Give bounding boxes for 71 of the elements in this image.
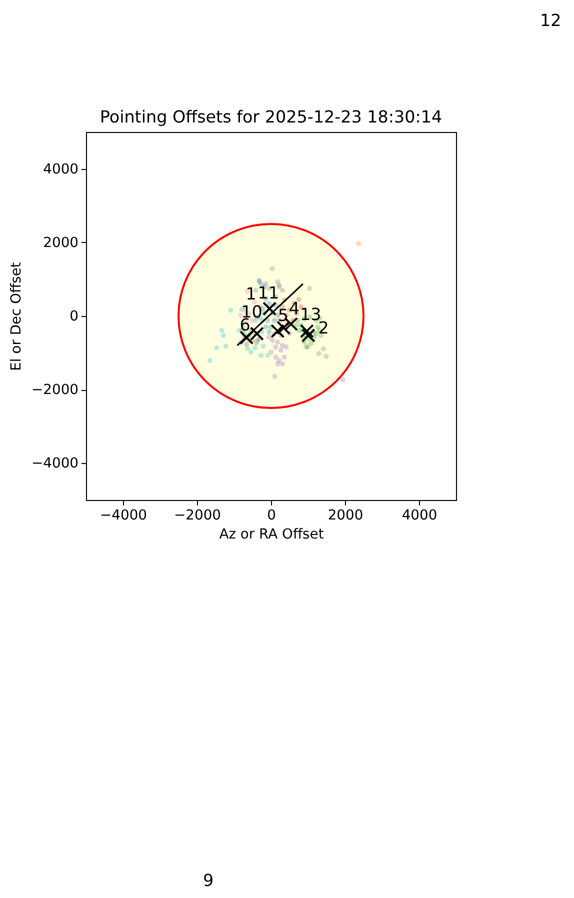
point: [275, 340, 280, 345]
point: [308, 341, 314, 346]
x-axis-title: Az or RA Offset: [219, 526, 324, 542]
point: [316, 350, 322, 356]
point: [220, 332, 226, 338]
point: [278, 348, 284, 353]
point: [258, 352, 264, 358]
point: [324, 354, 329, 360]
point: [248, 350, 254, 355]
point: [276, 358, 282, 364]
y-tick-label: 2000: [43, 234, 78, 251]
point: [296, 328, 302, 333]
point: [240, 330, 254, 345]
point: [244, 342, 250, 347]
point: [252, 299, 257, 305]
annotation: 1: [246, 283, 256, 304]
point: [254, 340, 260, 346]
point: [266, 329, 272, 334]
point: [272, 374, 278, 379]
point: [265, 352, 270, 358]
point: [270, 266, 276, 272]
point: [301, 328, 316, 343]
x-tick-label: 2000: [328, 508, 364, 524]
point: [296, 296, 302, 302]
point: [282, 354, 287, 360]
annotation: 11: [258, 282, 280, 303]
point: [228, 308, 234, 313]
y-tick-label: −2000: [32, 382, 78, 398]
point: [250, 326, 264, 341]
point: [266, 300, 272, 306]
point: [300, 324, 314, 338]
point: [245, 346, 250, 352]
point: [270, 338, 276, 343]
y-tick-label: −4000: [32, 456, 78, 472]
x-tick-label: −2000: [174, 508, 221, 524]
point: [273, 354, 278, 360]
point: [280, 361, 286, 366]
point: [207, 358, 212, 364]
point: [238, 312, 244, 318]
point: [223, 344, 228, 349]
x-tick-label: 0: [267, 508, 276, 524]
point: [284, 344, 289, 350]
point: [270, 324, 285, 338]
point: [272, 318, 277, 323]
point: [219, 328, 224, 333]
point: [356, 240, 362, 246]
point: [263, 324, 268, 330]
point: [268, 350, 274, 355]
point: [262, 302, 277, 316]
y-tick-label: 4000: [43, 161, 78, 178]
point: [294, 322, 299, 328]
y-tick-label: 0: [70, 308, 78, 324]
x-tick-label: −4000: [100, 508, 147, 524]
point: [306, 286, 312, 291]
point: [273, 344, 278, 350]
point: [320, 346, 326, 352]
point: [263, 281, 268, 286]
y-axis-title: El or Dec Offset: [8, 262, 25, 371]
point: [260, 344, 266, 349]
chart-title: Pointing Offsets for 2025-12-23 18:30:14: [100, 106, 442, 126]
x-tick-label: 4000: [402, 508, 438, 524]
point: [266, 334, 272, 340]
text: 12: [540, 10, 562, 30]
point: [276, 320, 291, 335]
text: 9: [203, 870, 214, 890]
point: [314, 331, 319, 336]
annotation: 4: [288, 298, 300, 318]
point: [340, 377, 346, 382]
point: [214, 345, 220, 350]
point: [252, 345, 258, 350]
point: [280, 288, 286, 293]
